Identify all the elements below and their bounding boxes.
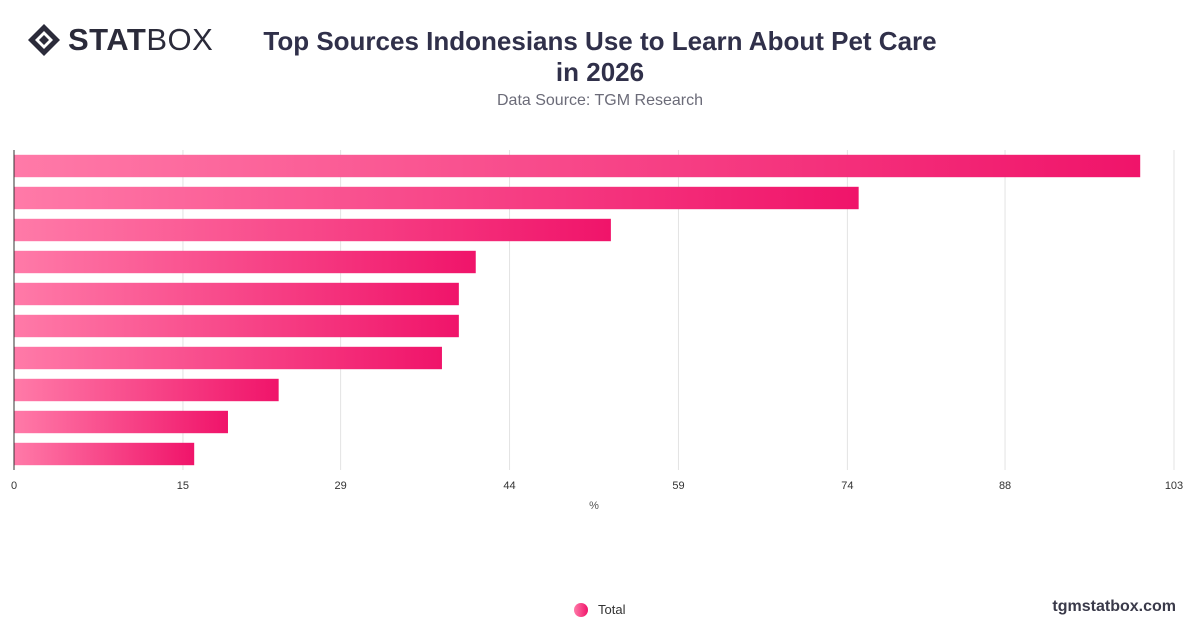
x-tick-label: 59 — [672, 480, 684, 492]
chart-subtitle: Data Source: TGM Research — [496, 92, 703, 109]
chart-title-line-1: Top Sources Indonesians Use to Learn Abo… — [263, 26, 937, 56]
chart-title-line-2: in 2026 — [555, 57, 645, 87]
bars — [14, 154, 1141, 466]
x-tick-label: 29 — [334, 480, 346, 492]
logo-text-light: BOX — [146, 22, 214, 57]
statbox-logo: STATBOX — [26, 22, 213, 58]
legend[interactable]: Total — [574, 602, 625, 617]
logo-text-strong: STAT — [68, 22, 147, 57]
bar[interactable] — [14, 442, 195, 466]
x-tick-label: 88 — [999, 480, 1011, 492]
bar[interactable] — [14, 378, 279, 402]
site-url: tgmstatbox.com — [1052, 598, 1176, 615]
bar[interactable] — [14, 250, 476, 274]
x-axis: 0 15 29 44 59 74 88 103% — [11, 150, 1183, 512]
chart-title: Top Sources Indonesians Use to Learn Abo… — [240, 26, 960, 88]
diamond-logo-icon — [28, 24, 60, 56]
x-tick-label: 103 — [1165, 480, 1183, 492]
x-tick-label: 44 — [503, 480, 515, 492]
x-tick-label: 0 — [11, 480, 17, 492]
legend-label-total: Total — [598, 602, 626, 617]
x-tick-label: 74 — [841, 480, 853, 492]
legend-marker-total — [574, 602, 588, 617]
bar[interactable] — [14, 410, 228, 434]
bar[interactable] — [14, 346, 442, 370]
bar[interactable] — [14, 314, 459, 338]
logo-wordmark: STATBOX — [68, 22, 213, 58]
bar[interactable] — [14, 186, 859, 210]
bar[interactable] — [14, 218, 611, 242]
x-axis-label: % — [589, 500, 599, 512]
bar[interactable] — [14, 282, 459, 306]
x-tick-label: 15 — [177, 480, 189, 492]
bar[interactable] — [14, 154, 1141, 178]
